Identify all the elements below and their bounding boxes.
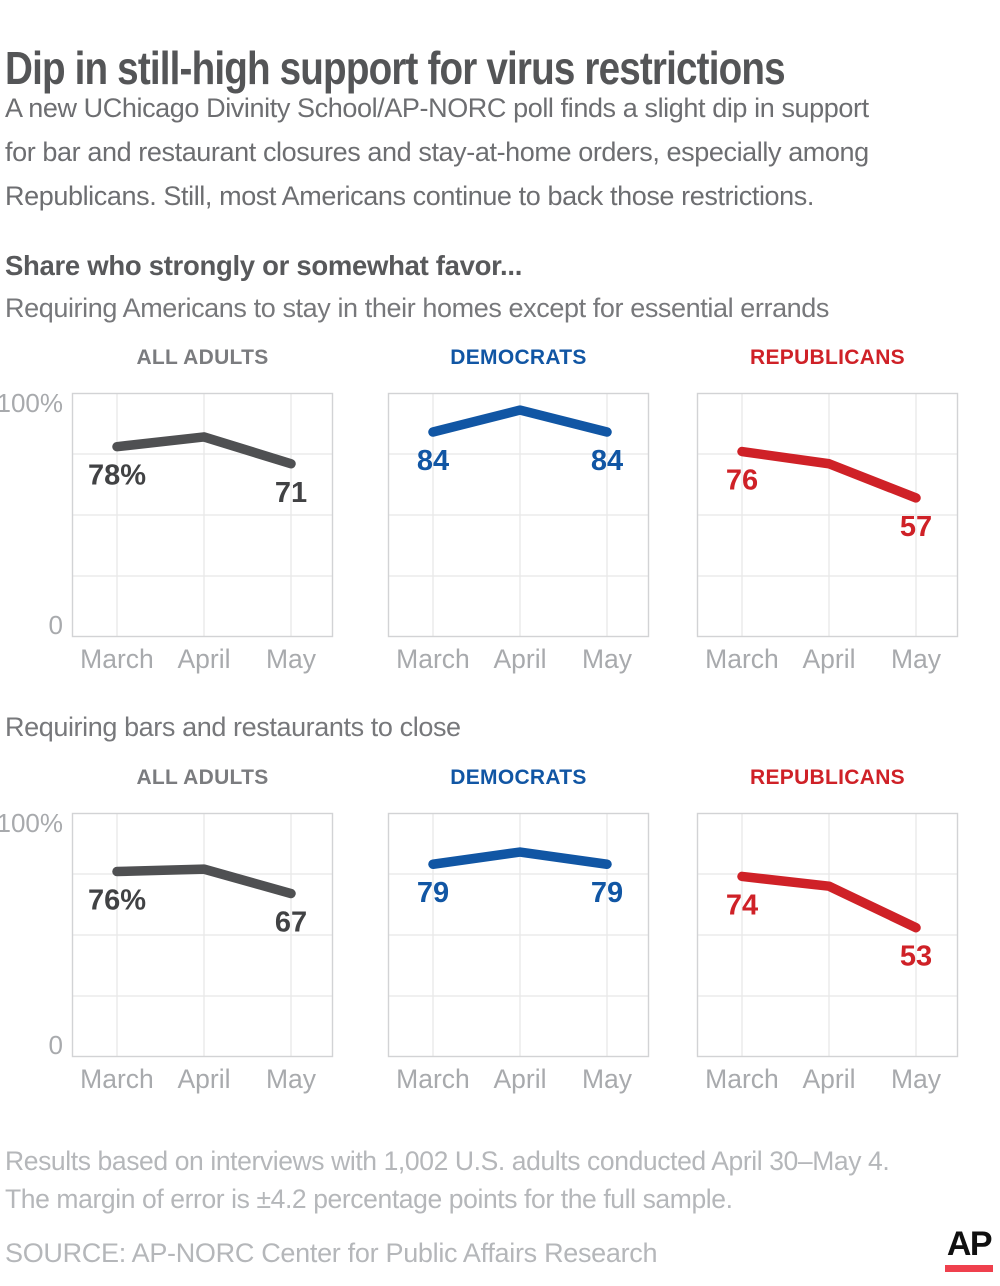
stay-home-democrats-chart: 84 84 March April May: [387, 392, 650, 674]
all-adults-trend-line: [112, 864, 296, 899]
page-title: Dip in still-high support for virus rest…: [5, 41, 786, 94]
intro-line: Republicans. Still, most Americans conti…: [5, 181, 814, 211]
value-label: 76%: [88, 885, 146, 917]
intro-line: for bar and restaurant closures and stay…: [5, 137, 869, 167]
source-credit: SOURCE: AP-NORC Center for Public Affair…: [5, 1238, 658, 1268]
intro-paragraph: A new UChicago Divinity School/AP-NORC p…: [5, 86, 869, 218]
all-adults-trend-line: [112, 432, 296, 469]
value-label: 71: [275, 477, 307, 509]
x-tick-label: April: [493, 644, 546, 674]
x-tick-label: May: [582, 1064, 633, 1094]
ap-logo-red-bar: [945, 1265, 993, 1272]
panel-header-republicans: REPUBLICANS: [750, 346, 905, 369]
value-label: 84: [417, 445, 449, 477]
x-tick-label: March: [705, 644, 779, 674]
x-tick-label: April: [177, 644, 230, 674]
x-tick-label: May: [266, 1064, 317, 1094]
x-tick-label: April: [493, 1064, 546, 1094]
value-label: 79: [417, 877, 449, 909]
plot-border: [696, 812, 959, 1058]
plot-border: [71, 812, 334, 1058]
bars-close-republicans-chart: 74 53 March April May: [696, 812, 959, 1094]
republicans-trend-line: [737, 446, 921, 503]
plot-border: [387, 392, 650, 638]
panel-header-democrats: DEMOCRATS: [450, 346, 587, 369]
value-label: 74: [726, 889, 758, 921]
y-tick-label: 100%: [0, 388, 63, 418]
ap-logo-text: AP: [946, 1225, 993, 1263]
democrats-trend-line: [428, 405, 612, 437]
intro-line: A new UChicago Divinity School/AP-NORC p…: [5, 93, 869, 123]
methodology-line: Results based on interviews with 1,002 U…: [5, 1146, 890, 1176]
x-tick-label: May: [891, 1064, 942, 1094]
x-tick-label: March: [396, 644, 470, 674]
x-tick-label: May: [582, 644, 633, 674]
panel-header-democrats: DEMOCRATS: [450, 766, 587, 789]
x-tick-label: April: [177, 1064, 230, 1094]
democrats-trend-line: [428, 847, 612, 869]
value-label: 78%: [88, 460, 146, 492]
panel-header-all-adults: ALL ADULTS: [136, 766, 269, 789]
plot-border: [71, 392, 334, 638]
panel-header-all-adults: ALL ADULTS: [136, 346, 269, 369]
ap-logo: AP: [945, 1225, 993, 1272]
bars-close-democrats-chart: 79 79 March April May: [387, 812, 650, 1094]
bars-close-all-adults-chart: 76% 67 100% 0 March April May: [0, 808, 334, 1094]
methodology-note: Results based on interviews with 1,002 U…: [5, 1142, 890, 1218]
section-heading: Share who strongly or somewhat favor...: [5, 250, 523, 281]
y-tick-label: 0: [49, 1030, 63, 1060]
value-label: 67: [275, 907, 307, 939]
republicans-trend-line: [737, 871, 921, 933]
x-tick-label: May: [266, 644, 317, 674]
x-tick-label: March: [80, 1064, 154, 1094]
stay-home-republicans-chart: 76 57 March April May: [696, 392, 959, 674]
x-tick-label: April: [802, 644, 855, 674]
x-tick-label: March: [80, 644, 154, 674]
value-label: 57: [900, 511, 932, 543]
methodology-line: The margin of error is ±4.2 percentage p…: [5, 1184, 733, 1214]
y-tick-label: 0: [49, 610, 63, 640]
panel-header-republicans: REPUBLICANS: [750, 766, 905, 789]
x-tick-label: March: [705, 1064, 779, 1094]
plot-border: [696, 392, 959, 638]
plot-border: [387, 812, 650, 1058]
value-label: 53: [900, 941, 932, 973]
stay-home-all-adults-chart: 78% 71 100% 0 March April May: [0, 388, 334, 674]
value-label: 79: [591, 877, 623, 909]
x-tick-label: April: [802, 1064, 855, 1094]
x-tick-label: March: [396, 1064, 470, 1094]
value-label: 84: [591, 445, 623, 477]
x-tick-label: May: [891, 644, 942, 674]
y-tick-label: 100%: [0, 808, 63, 838]
value-label: 76: [726, 465, 758, 497]
question-bars-restaurants: Requiring bars and restaurants to close: [5, 712, 461, 742]
question-stay-home: Requiring Americans to stay in their hom…: [5, 293, 830, 323]
